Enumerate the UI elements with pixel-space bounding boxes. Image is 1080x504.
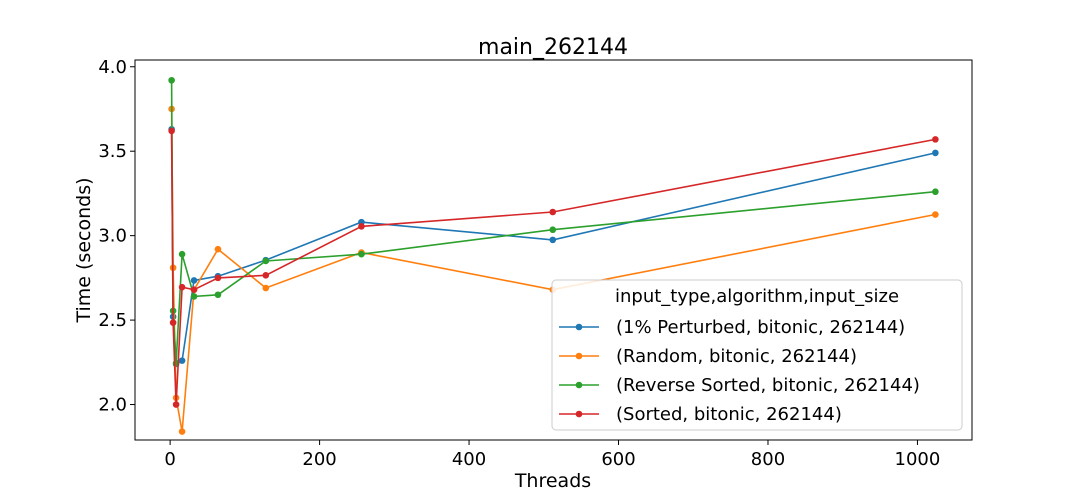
data-point xyxy=(178,428,186,435)
x-tick-label: 1000 xyxy=(895,449,941,470)
data-point xyxy=(190,277,198,284)
y-tick-label: 2.5 xyxy=(98,310,127,331)
data-point xyxy=(262,272,270,279)
data-point xyxy=(168,76,175,84)
legend-label: (Sorted, bitonic, 262144) xyxy=(616,404,842,425)
data-point xyxy=(178,357,186,364)
data-point xyxy=(169,319,177,326)
legend-marker xyxy=(575,410,583,418)
series-line xyxy=(170,130,936,405)
y-tick-label: 2.0 xyxy=(98,395,127,416)
data-point xyxy=(190,286,198,293)
data-point xyxy=(168,127,175,135)
series-3 xyxy=(168,127,939,408)
y-tick-label: 3.0 xyxy=(98,226,127,247)
axis-ticks: 0 200 400 600 800 1000 2.0 2.5 3.0 3.5 4.0 xyxy=(98,57,940,470)
data-point xyxy=(549,208,557,216)
legend-marker xyxy=(575,352,583,360)
legend-label: (1% Perturbed, bitonic, 262144) xyxy=(616,317,905,338)
legend: input_type,algorithm,input_size (1% Pert… xyxy=(551,279,963,431)
data-point xyxy=(172,401,180,408)
legend-marker xyxy=(575,323,583,331)
data-point xyxy=(932,211,939,218)
plot-frame xyxy=(134,59,973,441)
chart-title: main_262144 xyxy=(478,35,628,60)
data-point xyxy=(178,250,186,258)
data-point xyxy=(358,250,365,258)
legend-marker xyxy=(575,381,583,389)
legend-box xyxy=(551,279,963,431)
data-point xyxy=(262,284,270,292)
x-axis-label: Threads xyxy=(514,470,591,492)
y-tick-label: 3.5 xyxy=(98,141,127,162)
data-point xyxy=(932,149,939,157)
legend-title: input_type,algorithm,input_size xyxy=(615,286,899,307)
data-point xyxy=(178,283,186,291)
data-point xyxy=(214,291,222,299)
data-point xyxy=(358,223,365,230)
data-point xyxy=(932,188,939,196)
legend-entries: (1% Perturbed, bitonic, 262144) (Random, … xyxy=(559,317,920,425)
y-tick-label: 4.0 xyxy=(98,57,127,78)
series-line xyxy=(170,80,936,364)
y-axis-label: Time (seconds) xyxy=(73,177,95,323)
x-tick-label: 800 xyxy=(751,449,785,470)
x-tick-label: 400 xyxy=(452,449,486,470)
data-point xyxy=(190,293,198,300)
series-group xyxy=(168,76,939,435)
x-tick-label: 0 xyxy=(164,449,175,470)
data-point xyxy=(549,236,557,244)
data-point xyxy=(262,257,270,265)
legend-label: (Reverse Sorted, bitonic, 262144) xyxy=(616,375,920,396)
data-point xyxy=(932,136,939,143)
data-point xyxy=(549,226,557,234)
data-point xyxy=(214,274,222,282)
x-tick-label: 200 xyxy=(302,449,336,470)
legend-label: (Random, bitonic, 262144) xyxy=(616,346,857,367)
data-point xyxy=(214,245,222,253)
x-tick-label: 600 xyxy=(601,449,635,470)
